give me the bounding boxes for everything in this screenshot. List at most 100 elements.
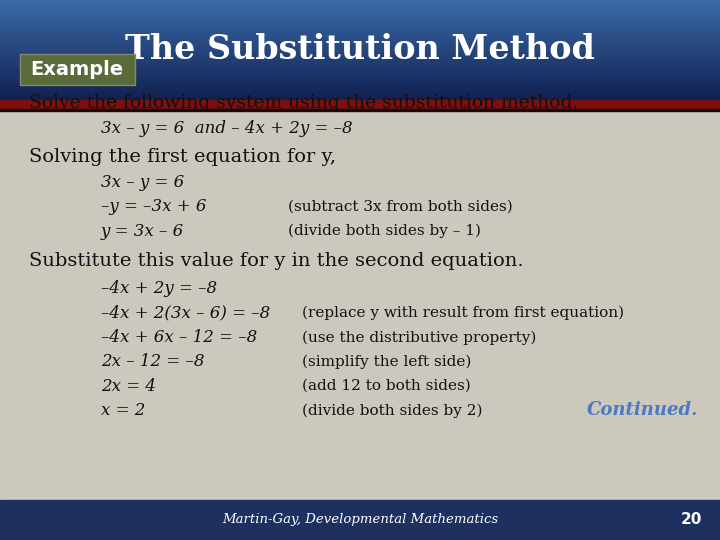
Text: Martin-Gay, Developmental Mathematics: Martin-Gay, Developmental Mathematics <box>222 513 498 526</box>
Bar <box>0 71 720 72</box>
Bar <box>0 81 720 83</box>
Bar <box>0 91 720 92</box>
Bar <box>0 41 720 43</box>
Bar <box>0 14 720 15</box>
Bar <box>0 49 720 50</box>
Bar <box>0 56 720 57</box>
Text: (divide both sides by – 1): (divide both sides by – 1) <box>288 224 481 238</box>
Text: Substitute this value for y in the second equation.: Substitute this value for y in the secon… <box>29 252 523 271</box>
Bar <box>0 66 720 68</box>
Bar <box>0 6 720 8</box>
FancyBboxPatch shape <box>20 54 135 85</box>
Bar <box>0 26 720 28</box>
Text: (subtract 3x from both sides): (subtract 3x from both sides) <box>288 200 513 214</box>
Bar <box>0 95 720 96</box>
Bar <box>0 15 720 16</box>
Text: Example: Example <box>30 60 123 79</box>
Bar <box>0 57 720 59</box>
Bar <box>0 64 720 65</box>
Bar <box>0 73 720 75</box>
Text: –4x + 6x – 12 = –8: –4x + 6x – 12 = –8 <box>101 329 257 346</box>
Text: The Substitution Method: The Substitution Method <box>125 33 595 66</box>
Bar <box>0 30 720 31</box>
Bar <box>0 31 720 32</box>
Text: 2x = 4: 2x = 4 <box>101 377 156 395</box>
Text: (divide both sides by 2): (divide both sides by 2) <box>302 403 483 417</box>
Text: Solve the following system using the substitution method.: Solve the following system using the sub… <box>29 93 578 112</box>
Bar <box>0 96 720 97</box>
Bar <box>0 83 720 84</box>
Bar <box>0 65 720 66</box>
Bar <box>0 21 720 23</box>
Text: (add 12 to both sides): (add 12 to both sides) <box>302 379 471 393</box>
Text: 3x – y = 6  and – 4x + 2y = –8: 3x – y = 6 and – 4x + 2y = –8 <box>101 120 352 137</box>
Text: 2x – 12 = –8: 2x – 12 = –8 <box>101 353 204 370</box>
Bar <box>0 97 720 99</box>
Text: (use the distributive property): (use the distributive property) <box>302 330 537 345</box>
Bar <box>0 9 720 10</box>
Bar <box>0 99 720 100</box>
Text: 20: 20 <box>680 512 702 527</box>
Bar <box>0 90 720 91</box>
Bar <box>0 53 720 55</box>
Bar <box>0 36 720 37</box>
Bar <box>0 20 720 21</box>
Bar <box>0 4 720 5</box>
Bar <box>0 45 720 46</box>
Bar <box>0 11 720 12</box>
Bar <box>0 43 720 44</box>
Bar <box>0 44 720 45</box>
Text: y = 3x – 6: y = 3x – 6 <box>101 222 184 240</box>
Text: 3x – y = 6: 3x – y = 6 <box>101 174 184 191</box>
Bar <box>0 63 720 64</box>
Bar <box>0 500 720 540</box>
Bar <box>0 19 720 20</box>
Text: –4x + 2(3x – 6) = –8: –4x + 2(3x – 6) = –8 <box>101 305 270 322</box>
Bar <box>0 32 720 33</box>
Bar <box>0 8 720 9</box>
Bar <box>0 10 720 11</box>
Bar <box>0 52 720 53</box>
Bar <box>0 24 720 25</box>
Bar <box>0 92 720 93</box>
Bar <box>0 100 720 109</box>
Text: (simplify the left side): (simplify the left side) <box>302 355 472 369</box>
Bar <box>0 70 720 71</box>
Bar <box>0 25 720 26</box>
Bar <box>0 50 720 51</box>
Bar <box>0 5 720 6</box>
Bar <box>0 68 720 69</box>
Bar <box>0 16 720 17</box>
Text: (replace y with result from first equation): (replace y with result from first equati… <box>302 306 624 320</box>
Bar <box>0 89 720 90</box>
Bar <box>0 37 720 39</box>
Bar <box>0 72 720 73</box>
Bar <box>0 79 720 80</box>
Bar <box>0 75 720 76</box>
Bar <box>0 85 720 86</box>
Bar <box>0 39 720 40</box>
Bar <box>0 48 720 49</box>
Bar <box>0 69 720 70</box>
Bar <box>0 29 720 30</box>
Text: –y = –3x + 6: –y = –3x + 6 <box>101 198 207 215</box>
Bar <box>0 76 720 77</box>
Bar <box>0 1 720 3</box>
Bar <box>0 35 720 36</box>
Bar <box>0 23 720 24</box>
Text: –4x + 2y = –8: –4x + 2y = –8 <box>101 280 217 298</box>
Bar <box>0 40 720 41</box>
Text: x = 2: x = 2 <box>101 402 145 419</box>
Bar <box>0 59 720 60</box>
Bar <box>0 0 720 1</box>
Bar <box>0 61 720 63</box>
Bar <box>0 46 720 48</box>
Bar <box>0 77 720 79</box>
Bar <box>0 84 720 85</box>
Bar <box>0 109 720 111</box>
Bar <box>0 87 720 89</box>
Bar <box>0 60 720 61</box>
Bar <box>0 3 720 4</box>
Bar <box>0 12 720 14</box>
Bar <box>0 28 720 29</box>
